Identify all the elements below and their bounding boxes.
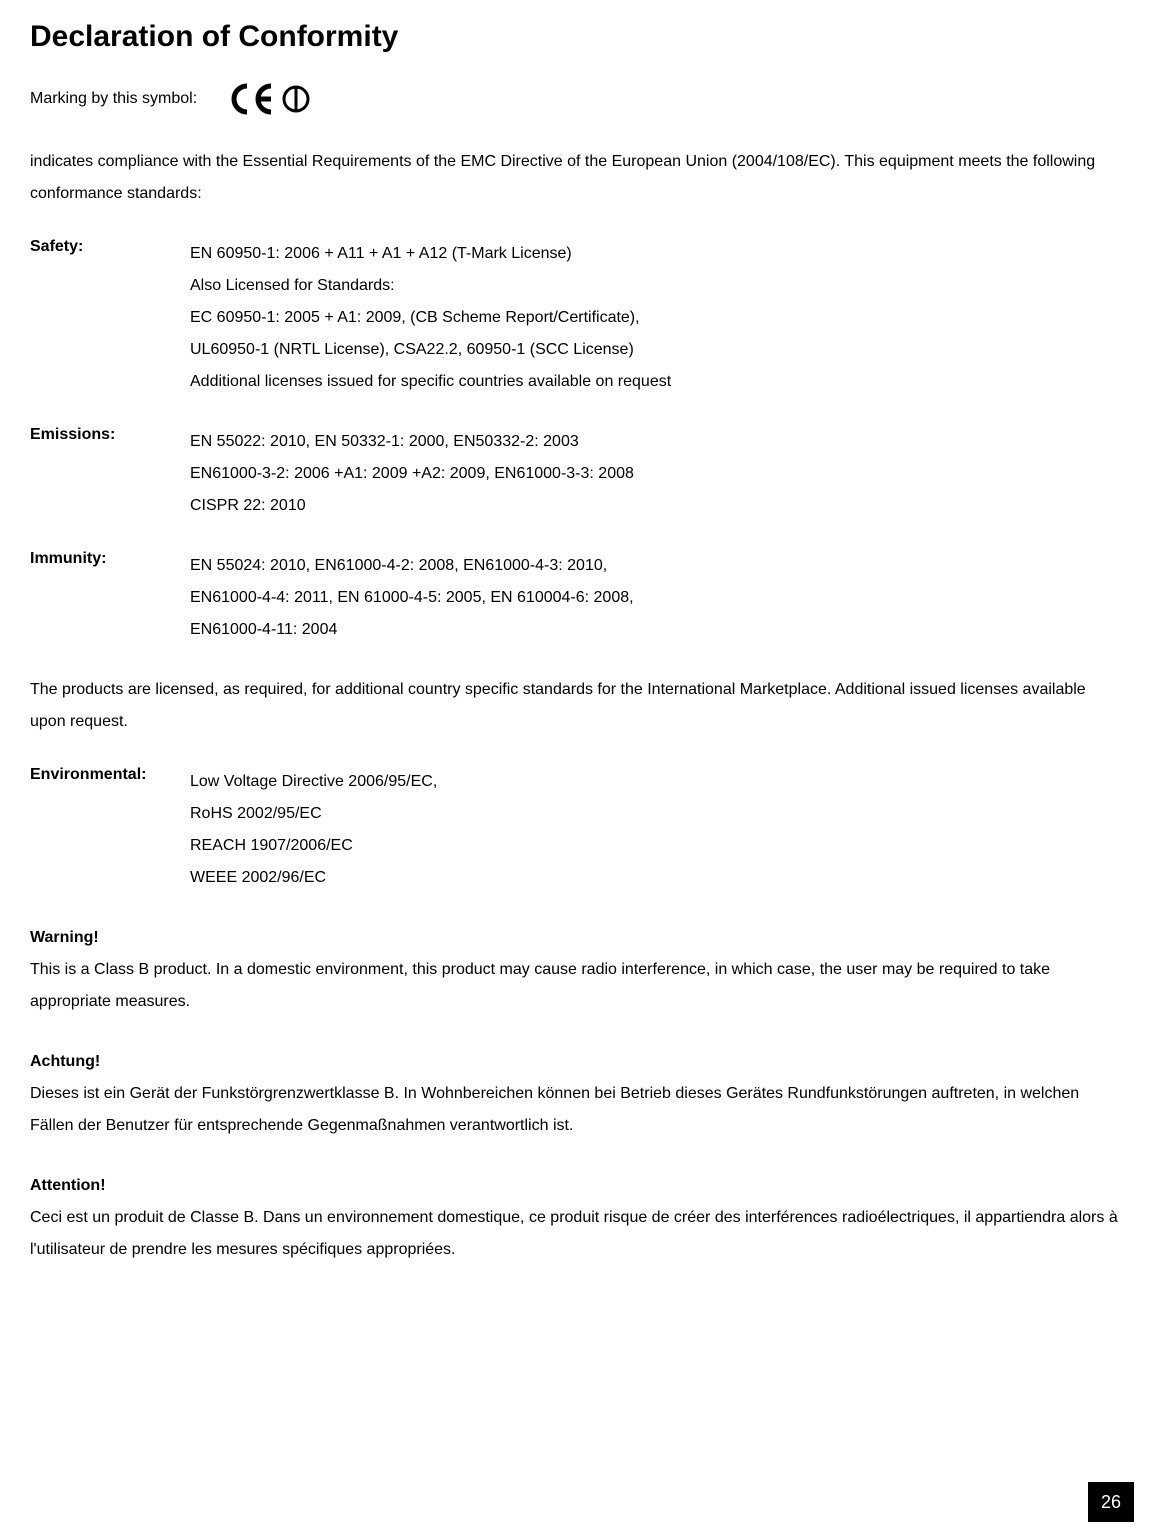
immunity-label: Immunity: <box>30 550 190 646</box>
page-number: 26 <box>1088 1482 1134 1522</box>
spec-line: EC 60950-1: 2005 + A1: 2009, (CB Scheme … <box>190 302 671 334</box>
safety-content: EN 60950-1: 2006 + A11 + A1 + A12 (T-Mar… <box>190 238 671 398</box>
marking-row: Marking by this symbol: <box>30 82 1122 116</box>
spec-line: EN 55022: 2010, EN 50332-1: 2000, EN5033… <box>190 426 634 458</box>
spec-line: RoHS 2002/95/EC <box>190 798 437 830</box>
warning-en-body: This is a Class B product. In a domestic… <box>30 954 1122 1018</box>
emissions-label: Emissions: <box>30 426 190 522</box>
emissions-content: EN 55022: 2010, EN 50332-1: 2000, EN5033… <box>190 426 634 522</box>
spec-line: WEEE 2002/96/EC <box>190 862 437 894</box>
spec-line: REACH 1907/2006/EC <box>190 830 437 862</box>
mid-paragraph: The products are licensed, as required, … <box>30 674 1122 738</box>
page-title: Declaration of Conformity <box>30 20 1122 54</box>
warning-fr-body: Ceci est un produit de Classe B. Dans un… <box>30 1202 1122 1266</box>
warning-fr: Attention! Ceci est un produit de Classe… <box>30 1170 1122 1266</box>
spec-line: Also Licensed for Standards: <box>190 270 671 302</box>
spec-line: EN61000-4-11: 2004 <box>190 614 634 646</box>
immunity-section: Immunity: EN 55024: 2010, EN61000-4-2: 2… <box>30 550 1122 646</box>
safety-section: Safety: EN 60950-1: 2006 + A11 + A1 + A1… <box>30 238 1122 398</box>
circle-mark-icon <box>281 84 311 114</box>
spec-line: Additional licenses issued for specific … <box>190 366 671 398</box>
warning-fr-title: Attention! <box>30 1170 1122 1202</box>
immunity-content: EN 55024: 2010, EN61000-4-2: 2008, EN610… <box>190 550 634 646</box>
warning-de-title: Achtung! <box>30 1046 1122 1078</box>
spec-line: EN 55024: 2010, EN61000-4-2: 2008, EN610… <box>190 550 634 582</box>
warning-en: Warning! This is a Class B product. In a… <box>30 922 1122 1018</box>
spec-line: EN61000-4-4: 2011, EN 61000-4-5: 2005, E… <box>190 582 634 614</box>
ce-mark-icon <box>227 82 275 116</box>
environmental-label: Environmental: <box>30 766 190 894</box>
spec-line: UL60950-1 (NRTL License), CSA22.2, 60950… <box>190 334 671 366</box>
spec-line: EN61000-3-2: 2006 +A1: 2009 +A2: 2009, E… <box>190 458 634 490</box>
intro-text: indicates compliance with the Essential … <box>30 146 1122 210</box>
spec-line: CISPR 22: 2010 <box>190 490 634 522</box>
environmental-content: Low Voltage Directive 2006/95/EC, RoHS 2… <box>190 766 437 894</box>
spec-line: Low Voltage Directive 2006/95/EC, <box>190 766 437 798</box>
marking-label: Marking by this symbol: <box>30 90 197 108</box>
warning-en-title: Warning! <box>30 922 1122 954</box>
emissions-section: Emissions: EN 55022: 2010, EN 50332-1: 2… <box>30 426 1122 522</box>
safety-label: Safety: <box>30 238 190 398</box>
warning-de: Achtung! Dieses ist ein Gerät der Funkst… <box>30 1046 1122 1142</box>
spec-line: EN 60950-1: 2006 + A11 + A1 + A12 (T-Mar… <box>190 238 671 270</box>
ce-symbols <box>227 82 311 116</box>
warning-de-body: Dieses ist ein Gerät der Funkstörgrenzwe… <box>30 1078 1122 1142</box>
environmental-section: Environmental: Low Voltage Directive 200… <box>30 766 1122 894</box>
